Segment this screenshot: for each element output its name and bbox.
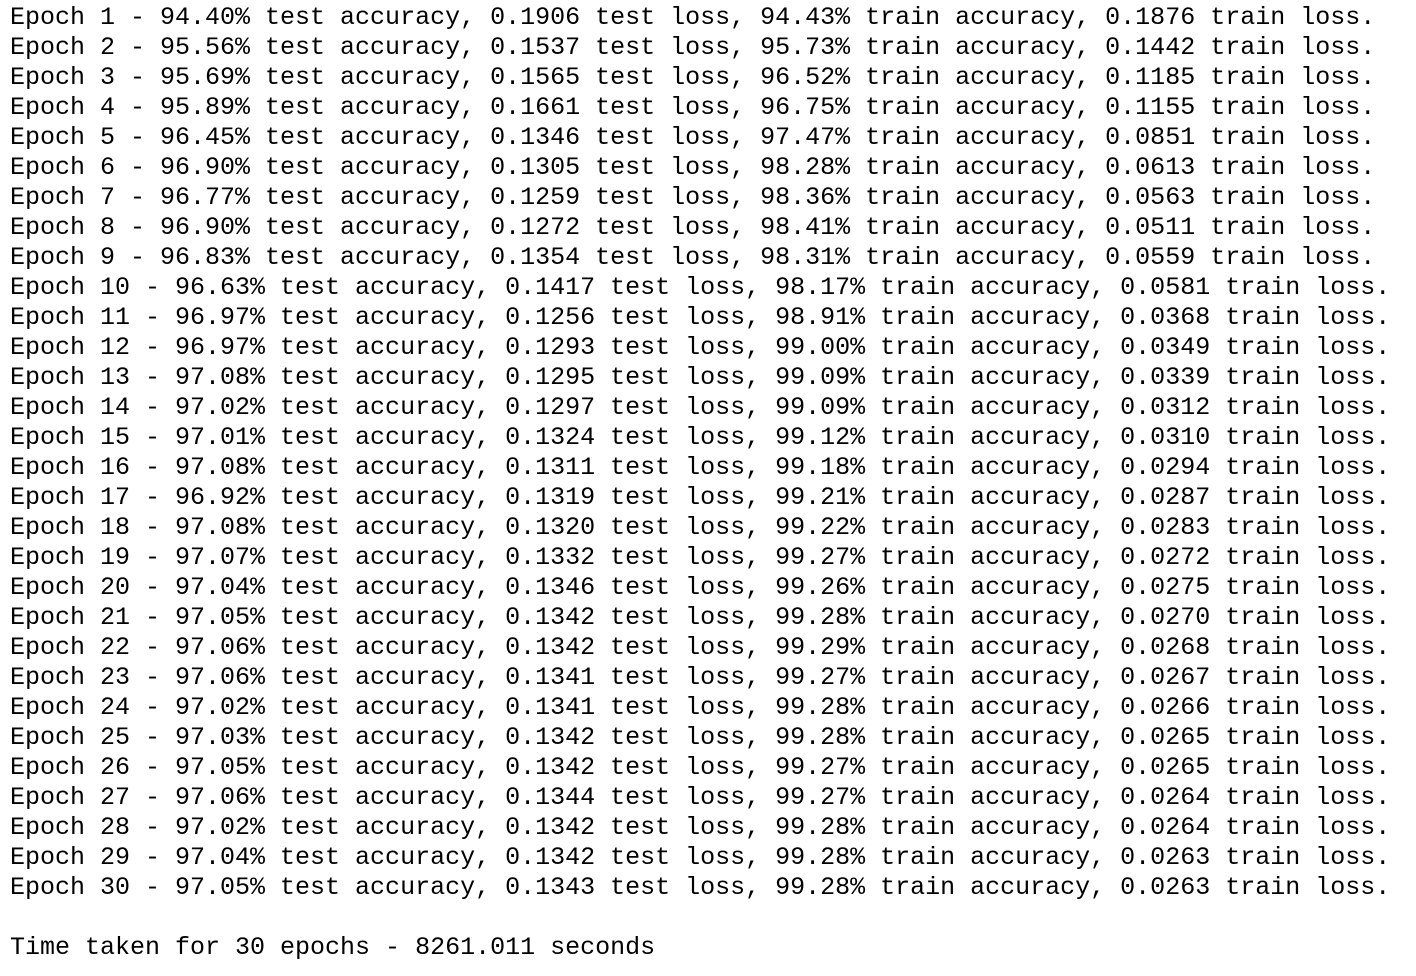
log-line: Epoch 12 - 96.97% test accuracy, 0.1293 …: [10, 333, 1391, 362]
log-line: Epoch 4 - 95.89% test accuracy, 0.1661 t…: [10, 93, 1376, 122]
log-line: Epoch 16 - 97.08% test accuracy, 0.1311 …: [10, 453, 1391, 482]
log-line: Epoch 14 - 97.02% test accuracy, 0.1297 …: [10, 393, 1391, 422]
log-line: Epoch 23 - 97.06% test accuracy, 0.1341 …: [10, 663, 1391, 692]
log-line: Epoch 8 - 96.90% test accuracy, 0.1272 t…: [10, 213, 1376, 242]
log-line: Epoch 10 - 96.63% test accuracy, 0.1417 …: [10, 273, 1391, 302]
log-line: Epoch 30 - 97.05% test accuracy, 0.1343 …: [10, 873, 1391, 902]
log-line: Epoch 22 - 97.06% test accuracy, 0.1342 …: [10, 633, 1391, 662]
log-line: Epoch 26 - 97.05% test accuracy, 0.1342 …: [10, 753, 1391, 782]
log-line: Epoch 28 - 97.02% test accuracy, 0.1342 …: [10, 813, 1391, 842]
log-line: Epoch 11 - 96.97% test accuracy, 0.1256 …: [10, 303, 1391, 332]
log-line: Epoch 20 - 97.04% test accuracy, 0.1346 …: [10, 573, 1391, 602]
log-line: Epoch 6 - 96.90% test accuracy, 0.1305 t…: [10, 153, 1376, 182]
log-lines: Epoch 1 - 94.40% test accuracy, 0.1906 t…: [10, 3, 1416, 903]
log-line: Epoch 13 - 97.08% test accuracy, 0.1295 …: [10, 363, 1391, 392]
log-line: Epoch 19 - 97.07% test accuracy, 0.1332 …: [10, 543, 1391, 572]
log-line: Epoch 15 - 97.01% test accuracy, 0.1324 …: [10, 423, 1391, 452]
log-line: Epoch 3 - 95.69% test accuracy, 0.1565 t…: [10, 63, 1376, 92]
log-line: Epoch 29 - 97.04% test accuracy, 0.1342 …: [10, 843, 1391, 872]
log-line: Epoch 18 - 97.08% test accuracy, 0.1320 …: [10, 513, 1391, 542]
log-line: Epoch 9 - 96.83% test accuracy, 0.1354 t…: [10, 243, 1376, 272]
log-line: Epoch 27 - 97.06% test accuracy, 0.1344 …: [10, 783, 1391, 812]
log-line: Epoch 2 - 95.56% test accuracy, 0.1537 t…: [10, 33, 1376, 62]
footer-line: Time taken for 30 epochs - 8261.011 seco…: [10, 933, 656, 962]
log-line: Epoch 24 - 97.02% test accuracy, 0.1341 …: [10, 693, 1391, 722]
log-line: Epoch 5 - 96.45% test accuracy, 0.1346 t…: [10, 123, 1376, 152]
log-line: Epoch 21 - 97.05% test accuracy, 0.1342 …: [10, 603, 1391, 632]
log-line: Epoch 25 - 97.03% test accuracy, 0.1342 …: [10, 723, 1391, 752]
log-line: Epoch 1 - 94.40% test accuracy, 0.1906 t…: [10, 3, 1376, 32]
log-line: Epoch 7 - 96.77% test accuracy, 0.1259 t…: [10, 183, 1376, 212]
log-line: Epoch 17 - 96.92% test accuracy, 0.1319 …: [10, 483, 1391, 512]
